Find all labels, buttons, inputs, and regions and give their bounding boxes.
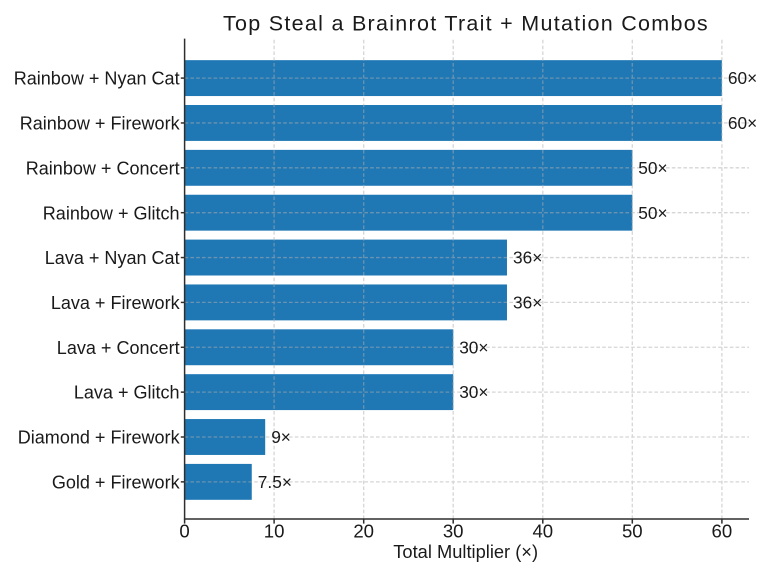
svg-text:Lava + Nyan Cat: Lava + Nyan Cat <box>45 248 180 268</box>
svg-text:40: 40 <box>532 521 553 542</box>
svg-text:30×: 30× <box>459 382 488 402</box>
svg-text:Rainbow + Nyan Cat: Rainbow + Nyan Cat <box>14 69 180 89</box>
svg-text:Total Multiplier (×): Total Multiplier (×) <box>393 541 538 562</box>
svg-text:Rainbow + Concert: Rainbow + Concert <box>26 158 180 178</box>
svg-text:30×: 30× <box>459 337 488 357</box>
svg-text:7.5×: 7.5× <box>258 472 292 492</box>
svg-text:50: 50 <box>622 521 643 542</box>
svg-text:Diamond + Firework: Diamond + Firework <box>18 428 181 448</box>
svg-text:36×: 36× <box>513 293 542 313</box>
svg-text:50×: 50× <box>638 158 667 178</box>
svg-text:Gold + Firework: Gold + Firework <box>52 472 181 492</box>
svg-text:30: 30 <box>443 521 464 542</box>
svg-text:60: 60 <box>712 521 733 542</box>
svg-text:50×: 50× <box>638 203 667 223</box>
svg-text:Lava + Concert: Lava + Concert <box>57 338 180 358</box>
svg-text:Rainbow + Firework: Rainbow + Firework <box>20 114 181 134</box>
svg-text:9×: 9× <box>271 427 291 447</box>
svg-text:20: 20 <box>353 521 374 542</box>
svg-text:Top Steal a Brainrot Trait + M: Top Steal a Brainrot Trait + Mutation Co… <box>223 12 709 36</box>
svg-text:36×: 36× <box>513 248 542 268</box>
svg-text:Rainbow + Glitch: Rainbow + Glitch <box>43 203 180 223</box>
svg-text:60×: 60× <box>728 68 757 88</box>
svg-text:Lava + Firework: Lava + Firework <box>51 293 181 313</box>
svg-text:10: 10 <box>264 521 285 542</box>
svg-text:Lava + Glitch: Lava + Glitch <box>74 383 180 403</box>
svg-text:0: 0 <box>179 521 189 542</box>
svg-text:60×: 60× <box>728 113 757 133</box>
